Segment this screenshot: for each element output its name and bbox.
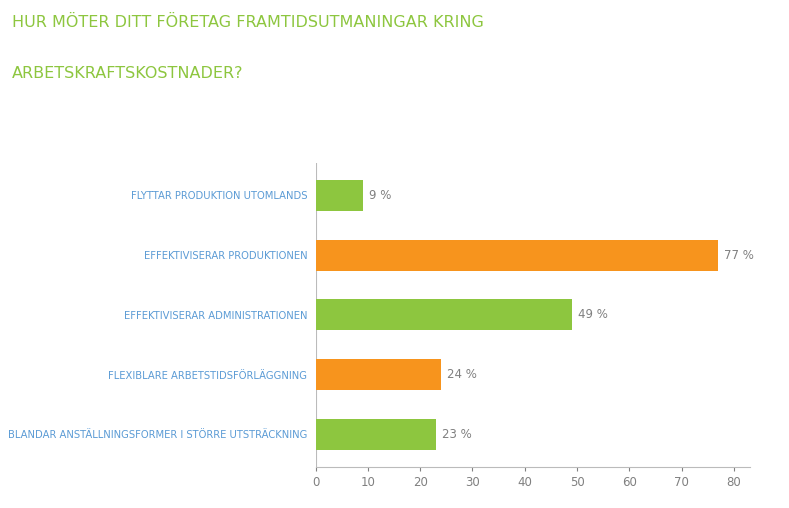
Text: 9 %: 9 % [369, 189, 391, 202]
Text: 23 %: 23 % [442, 428, 472, 441]
Bar [316, 359, 441, 390]
Bar [316, 299, 572, 331]
Text: ARBETSKRAFTSKOSTNADER?: ARBETSKRAFTSKOSTNADER? [12, 66, 243, 81]
Bar [316, 240, 718, 271]
Bar [316, 419, 436, 450]
Text: 24 %: 24 % [447, 368, 477, 381]
Text: 77 %: 77 % [724, 249, 754, 262]
Bar [316, 180, 363, 211]
Text: 49 %: 49 % [578, 308, 608, 322]
Text: HUR MÖTER DITT FÖRETAG FRAMTIDSUTMANINGAR KRING: HUR MÖTER DITT FÖRETAG FRAMTIDSUTMANINGA… [12, 15, 484, 30]
